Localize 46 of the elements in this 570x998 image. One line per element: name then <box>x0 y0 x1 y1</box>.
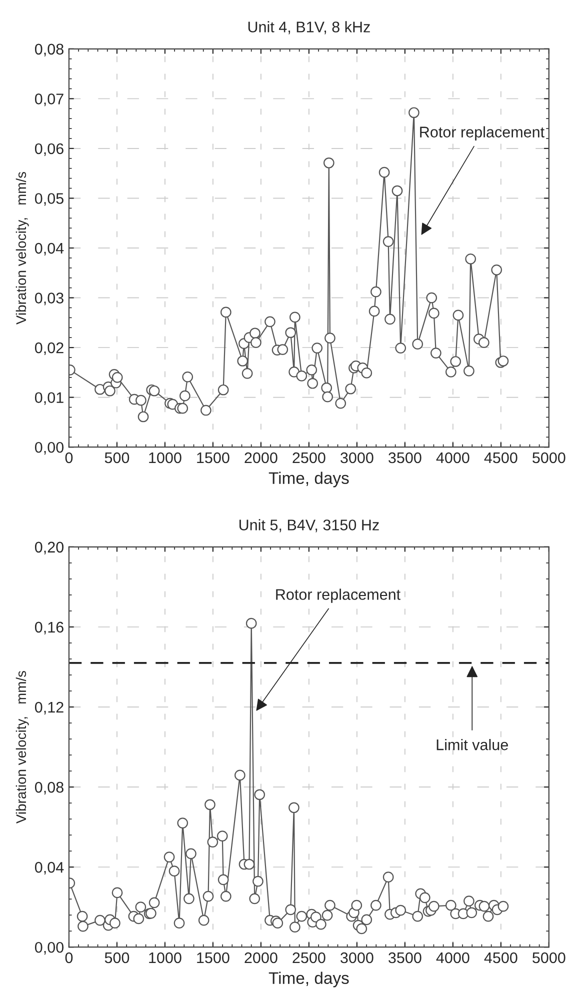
x-tick-label: 2000 <box>244 452 278 464</box>
y-tick-label: 0,00 <box>34 942 64 955</box>
y-tick-label: 0,06 <box>34 143 64 156</box>
y-tick-label: 0,08 <box>34 44 64 56</box>
x-tick-label: 3000 <box>340 452 374 464</box>
x-tick-label: 500 <box>104 452 130 464</box>
y-tick-label: 0,16 <box>34 622 64 634</box>
y-tick-label: 0,08 <box>34 782 64 795</box>
x-tick-label: 4500 <box>484 452 518 464</box>
annotation: Rotor replacement <box>420 126 544 140</box>
y-tick-label: 0,07 <box>34 94 64 106</box>
x-tick-label: 3500 <box>388 952 422 964</box>
chart-title: Unit 4, B1V, 8 kHz <box>248 21 370 34</box>
x-tick-label: 5000 <box>532 952 566 964</box>
y-axis-title: Vibration velocity, mm/s <box>16 670 29 824</box>
y-tick-label: 0,01 <box>34 392 64 405</box>
y-tick-label: 0,05 <box>34 193 64 206</box>
y-axis-title: Vibration velocity, mm/s <box>16 172 29 324</box>
chart-title: Unit 5, B4V, 3150 Hz <box>239 519 379 532</box>
x-tick-label: 4000 <box>436 452 470 464</box>
x-tick-label: 2500 <box>292 452 326 464</box>
y-tick-label: 0,04 <box>34 862 64 875</box>
x-tick-label: 5000 <box>532 452 566 464</box>
ref-line-label: Limit value <box>436 739 508 750</box>
y-tick-label: 0,00 <box>34 442 64 455</box>
y-tick-label: 0,03 <box>34 292 64 306</box>
x-tick-label: 500 <box>104 952 130 964</box>
x-tick-label: 0 <box>65 952 73 964</box>
x-tick-label: 4500 <box>484 952 518 964</box>
annotation: Rotor replacement <box>276 588 400 603</box>
x-tick-label: 1500 <box>197 452 230 464</box>
x-tick-label: 2500 <box>292 952 326 964</box>
x-tick-label: 1000 <box>149 952 182 964</box>
x-axis-title: Time, days <box>268 972 349 988</box>
x-tick-label: 2000 <box>244 952 278 964</box>
x-tick-label: 3500 <box>388 452 422 464</box>
x-tick-label: 1500 <box>197 952 230 964</box>
y-tick-label: 0,02 <box>34 342 64 356</box>
x-axis-title: Time, days <box>268 472 349 488</box>
x-tick-label: 4000 <box>436 952 470 964</box>
x-tick-label: 0 <box>65 452 73 464</box>
y-tick-label: 0,20 <box>34 542 64 554</box>
y-tick-label: 0,04 <box>34 242 64 256</box>
x-tick-label: 3000 <box>340 952 374 964</box>
y-tick-label: 0,12 <box>34 702 64 714</box>
x-tick-label: 1000 <box>149 452 182 464</box>
